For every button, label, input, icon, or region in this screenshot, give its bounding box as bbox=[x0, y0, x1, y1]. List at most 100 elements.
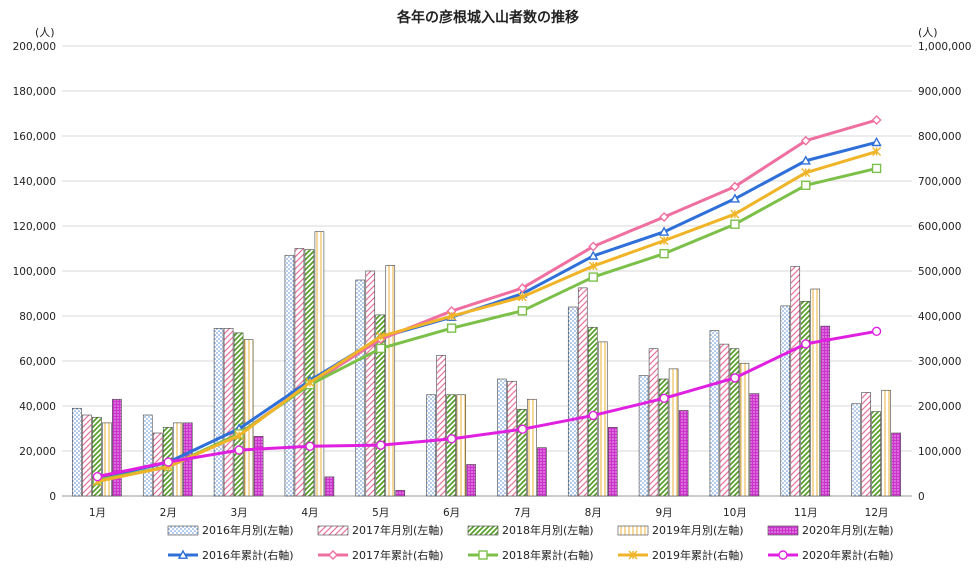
y-left-tick-label: 200,000 bbox=[13, 41, 56, 53]
y-right-tick-label: 0 bbox=[918, 491, 925, 503]
bar bbox=[375, 314, 386, 497]
line-point bbox=[628, 550, 638, 560]
line-point bbox=[588, 241, 599, 252]
line-point bbox=[517, 424, 528, 434]
line-point bbox=[871, 163, 882, 174]
bar bbox=[678, 410, 689, 497]
bar bbox=[314, 231, 325, 497]
bar bbox=[426, 394, 436, 497]
line-point bbox=[376, 440, 386, 450]
bar bbox=[223, 328, 234, 497]
y-right-tick-label: 100,000 bbox=[918, 446, 961, 458]
bar bbox=[324, 476, 335, 497]
y-left-tick-label: 80,000 bbox=[19, 311, 56, 323]
bar bbox=[729, 348, 740, 497]
x-tick-label: 6月 bbox=[443, 507, 460, 519]
x-axis-tick-labels: 1月 2月 3月 4月 5月 6月 7月 8月 9月 10月 11月 12月 bbox=[89, 507, 889, 519]
line-point bbox=[588, 272, 598, 282]
line-point bbox=[588, 250, 599, 260]
x-tick-label: 9月 bbox=[655, 507, 672, 519]
bar bbox=[851, 403, 861, 497]
line-point bbox=[801, 180, 811, 190]
bar bbox=[537, 447, 547, 497]
bar-marks bbox=[72, 231, 901, 497]
bar bbox=[82, 414, 92, 497]
bar bbox=[577, 287, 588, 497]
line-point bbox=[659, 393, 669, 404]
x-tick-label: 12月 bbox=[865, 507, 889, 519]
bar bbox=[92, 416, 102, 497]
line-point bbox=[92, 471, 103, 482]
y-axis-left-ticks: 0 20,000 40,000 60,000 80,000 100,000 120,000 1… bbox=[13, 41, 56, 503]
legend-swatch bbox=[767, 525, 799, 536]
bar bbox=[709, 330, 720, 497]
legend-swatch bbox=[167, 525, 199, 536]
y-left-tick-label: 160,000 bbox=[13, 131, 56, 143]
bar bbox=[658, 378, 669, 497]
line-point bbox=[800, 155, 811, 165]
bar bbox=[881, 389, 891, 497]
bar bbox=[517, 409, 527, 497]
bar bbox=[668, 368, 679, 497]
y-left-tick-label: 140,000 bbox=[13, 176, 56, 188]
line-point bbox=[163, 457, 173, 467]
bar bbox=[355, 279, 366, 497]
line-point bbox=[729, 193, 741, 203]
legend-label: 2020年月別(左軸) bbox=[802, 523, 894, 537]
legend-label: 2016年月別(左軸) bbox=[202, 523, 294, 537]
bar bbox=[567, 306, 578, 497]
line-point bbox=[328, 550, 338, 560]
bar bbox=[436, 355, 446, 497]
line-point bbox=[177, 549, 189, 559]
bar bbox=[597, 341, 608, 497]
line-point bbox=[588, 261, 598, 271]
line-point bbox=[478, 550, 488, 560]
y-right-tick-label: 200,000 bbox=[918, 401, 961, 413]
y-left-unit: (人) bbox=[35, 26, 55, 39]
bar bbox=[284, 254, 295, 497]
legend-label: 2019年累計(右軸) bbox=[652, 548, 744, 562]
legend: 2016年月別(左軸) 2017年月別(左軸) 2018年月別(左軸) 2019年月別… bbox=[167, 523, 894, 562]
bar bbox=[112, 398, 122, 497]
x-tick-label: 7月 bbox=[514, 507, 531, 519]
line-point bbox=[517, 292, 527, 302]
y-left-tick-label: 40,000 bbox=[19, 401, 56, 413]
line-point bbox=[800, 135, 811, 146]
x-tick-label: 3月 bbox=[230, 507, 247, 519]
line-point bbox=[234, 430, 244, 440]
line-point bbox=[659, 236, 669, 246]
bar bbox=[253, 436, 264, 497]
y-right-unit: (人) bbox=[918, 26, 938, 39]
legend-label: 2016年累計(右軸) bbox=[202, 548, 294, 562]
line-point bbox=[517, 306, 528, 316]
x-tick-label: 11月 bbox=[794, 507, 818, 519]
x-tick-label: 10月 bbox=[723, 507, 747, 519]
line-point bbox=[234, 445, 244, 455]
line-point bbox=[871, 136, 882, 147]
y-right-tick-label: 400,000 bbox=[918, 311, 961, 323]
bar bbox=[497, 378, 507, 497]
bar bbox=[648, 348, 659, 497]
line-point bbox=[659, 248, 669, 259]
line-marks bbox=[92, 115, 882, 486]
legend-label: 2017年月別(左軸) bbox=[352, 523, 444, 537]
line-point bbox=[730, 373, 740, 383]
line-point bbox=[305, 378, 315, 388]
bar bbox=[213, 328, 224, 497]
bar bbox=[385, 265, 396, 497]
bar bbox=[820, 325, 831, 497]
x-tick-label: 4月 bbox=[301, 507, 318, 519]
y-left-tick-label: 20,000 bbox=[19, 446, 56, 458]
bar bbox=[607, 427, 618, 497]
line-point bbox=[778, 550, 788, 560]
line-point bbox=[659, 212, 670, 222]
legend-swatch bbox=[317, 525, 349, 536]
bar bbox=[871, 411, 881, 497]
bar bbox=[233, 332, 244, 497]
line-point bbox=[730, 209, 740, 219]
x-tick-label: 1月 bbox=[89, 507, 106, 519]
bar bbox=[243, 339, 254, 497]
bar bbox=[72, 407, 82, 497]
bar bbox=[294, 248, 305, 497]
legend-label: 2019年月別(左軸) bbox=[652, 523, 744, 537]
